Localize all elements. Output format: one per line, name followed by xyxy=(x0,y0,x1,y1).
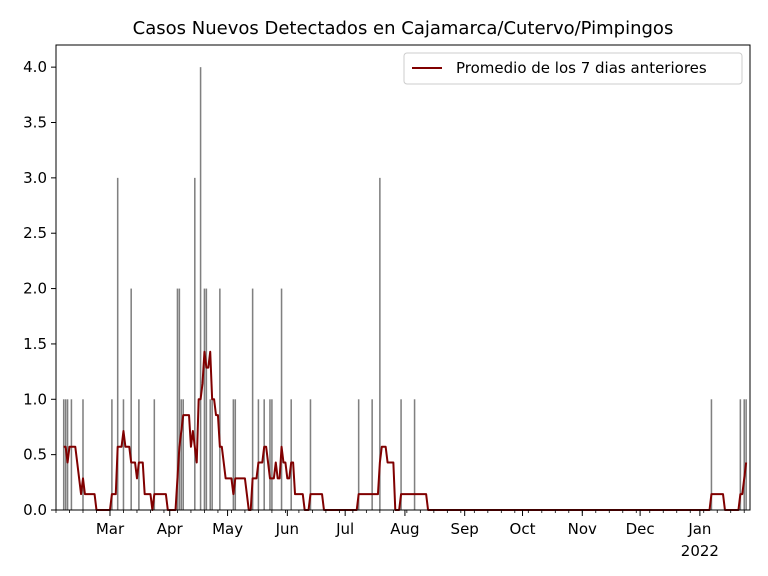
bar xyxy=(70,399,73,510)
bar xyxy=(290,399,292,510)
x-tick-label: Nov xyxy=(568,520,597,538)
bar xyxy=(138,399,140,510)
bar xyxy=(219,288,221,510)
bar xyxy=(122,399,125,510)
line-series xyxy=(63,350,748,511)
bar xyxy=(116,177,119,511)
y-tick-label: 1.0 xyxy=(23,390,47,408)
bar xyxy=(194,177,196,511)
y-tick-label: 2.5 xyxy=(23,224,47,242)
bar xyxy=(739,399,742,510)
bar xyxy=(710,399,713,510)
x-tick-label: Aug xyxy=(390,520,419,538)
x-tick-label: Oct xyxy=(510,520,536,538)
bar xyxy=(182,399,184,510)
x-tick-label: Dec xyxy=(626,520,655,538)
bar xyxy=(309,399,312,510)
bar xyxy=(176,288,179,510)
bar xyxy=(234,399,237,510)
bar xyxy=(269,399,271,510)
bar xyxy=(271,399,273,510)
y-tick-label: 4.0 xyxy=(23,58,47,76)
bar xyxy=(280,288,283,510)
bar xyxy=(257,399,260,510)
chart-title: Casos Nuevos Detectados en Cajamarca/Cut… xyxy=(133,18,674,39)
bar xyxy=(199,67,202,510)
bar xyxy=(180,399,183,510)
x-tick-label: Mar xyxy=(96,520,125,538)
bar xyxy=(205,288,208,510)
bar xyxy=(232,399,235,510)
x-tick-label: Jun xyxy=(275,520,299,538)
bar xyxy=(251,288,254,510)
bar xyxy=(743,399,745,510)
bar xyxy=(62,399,65,510)
y-tick-label: 2.0 xyxy=(23,280,47,298)
bar xyxy=(379,177,381,511)
bar xyxy=(82,399,84,510)
legend: Promedio de los 7 dias anteriores xyxy=(403,52,743,85)
x-tick-label: Sep xyxy=(451,520,479,538)
legend-box xyxy=(403,52,743,85)
y-tick-label: 3.0 xyxy=(23,169,47,187)
plot-frame xyxy=(55,44,751,511)
bar xyxy=(153,399,156,510)
bar-series xyxy=(62,67,747,511)
y-tick-label: 3.5 xyxy=(23,114,47,132)
bar xyxy=(400,399,402,510)
bar xyxy=(371,399,373,510)
y-tick-label: 0.0 xyxy=(23,501,47,519)
x-tick-label: Jul xyxy=(335,520,354,538)
y-tick-label: 0.5 xyxy=(23,446,47,464)
bar xyxy=(130,288,132,510)
bar xyxy=(178,288,181,510)
bar xyxy=(111,399,113,510)
bar xyxy=(357,399,360,510)
bar xyxy=(209,399,211,510)
y-tick-label: 1.5 xyxy=(23,335,47,353)
axes: 0.0 0.5 1.0 1.5 2.0 2.5 3.0 3.5 4.0 Mar Apr May Jun J… xyxy=(23,44,751,560)
bar xyxy=(745,399,747,510)
x-tick-label: May xyxy=(212,520,243,538)
x-tick-label: Apr xyxy=(157,520,184,538)
line-series-layer xyxy=(63,350,748,511)
bar xyxy=(211,399,213,510)
x-tick-sublabel: 2022 xyxy=(681,542,719,560)
legend-label: Promedio de los 7 dias anteriores xyxy=(456,59,707,77)
x-tick-label: Jan xyxy=(687,520,711,538)
bar xyxy=(413,399,416,510)
bar xyxy=(203,288,206,510)
